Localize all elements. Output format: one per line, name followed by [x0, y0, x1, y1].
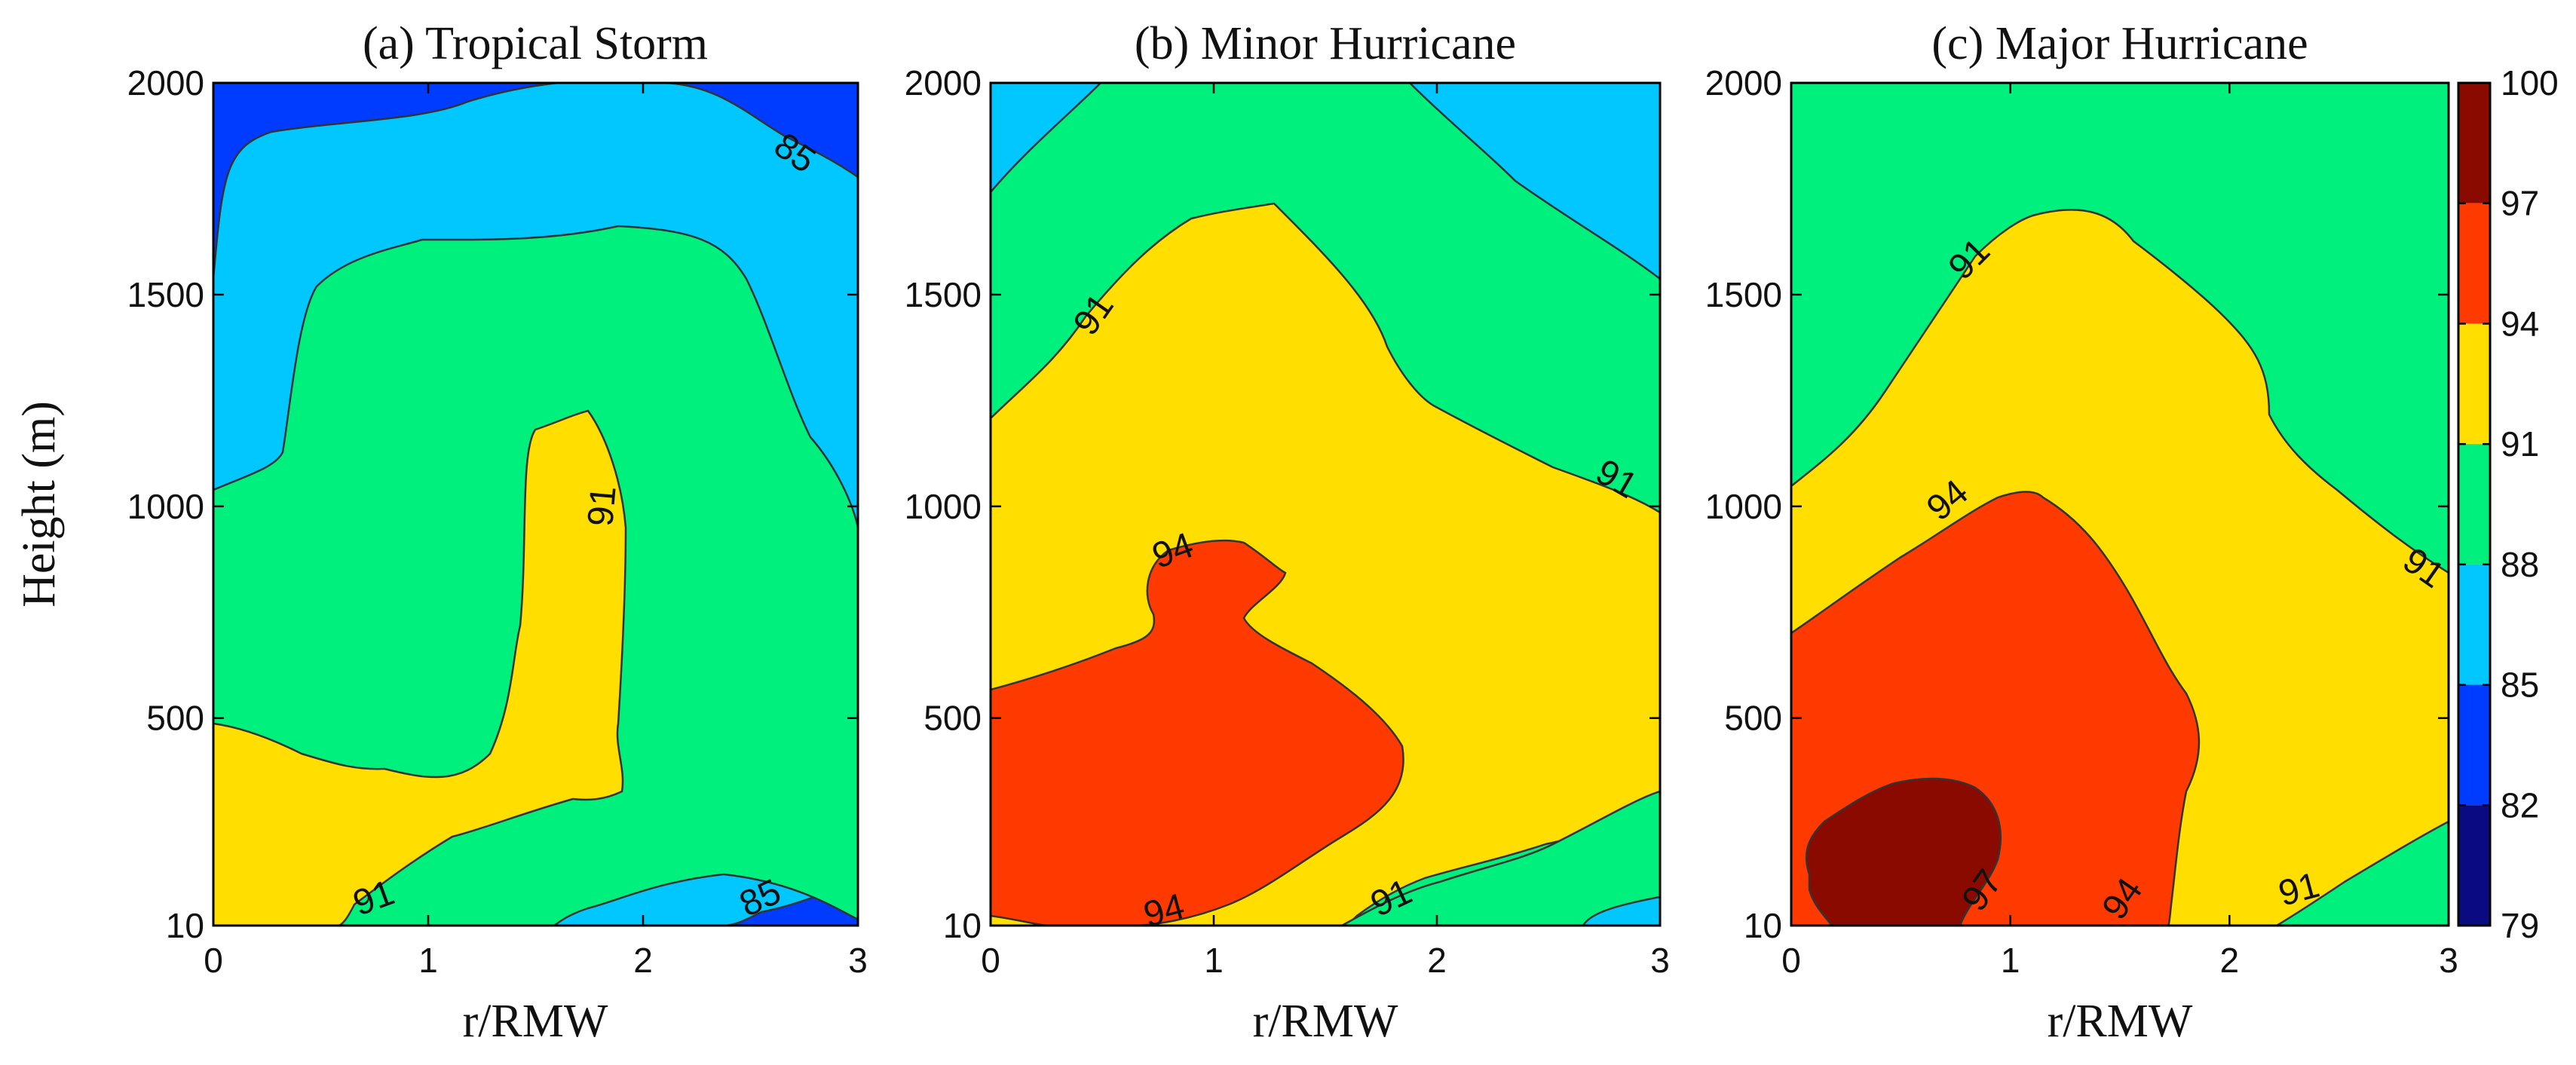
- y-tick-label: 1000: [127, 487, 204, 526]
- colorbar-level-82: [2458, 684, 2490, 806]
- colorbar-tick-label: 88: [2501, 545, 2539, 584]
- colorbar-tick-label: 100: [2501, 63, 2559, 103]
- x-tick-label: 2: [1427, 941, 1447, 980]
- y-tick-label: 500: [924, 699, 982, 738]
- title-a: (a) Tropical Storm: [363, 18, 708, 69]
- x-tick-label: 3: [848, 941, 868, 980]
- y-tick-label: 1500: [127, 275, 204, 314]
- title-b: (b) Minor Hurricane: [1135, 18, 1516, 69]
- colorbar-level-97: [2458, 83, 2490, 204]
- panel-b: (b) Minor Hurricane 0 1 2 3 10 500 1000 1500 20…: [905, 18, 1670, 1047]
- plot-frame-a: [212, 81, 859, 927]
- colorbar-level-88: [2458, 444, 2490, 565]
- y-tick-label: 2000: [127, 63, 204, 103]
- colorbar-frame: [2457, 81, 2492, 927]
- x-tick-label: 1: [1204, 941, 1224, 980]
- region-a-91: [213, 409, 627, 926]
- panel-a: (a) Tropical Storm Height (m) 0 1 2 3 10 500…: [14, 18, 868, 1047]
- y-tick-label: 1500: [1705, 275, 1782, 314]
- y-tick-label: 500: [146, 699, 204, 738]
- x-tick-label: 3: [1650, 941, 1670, 980]
- colorbar-tick-label: 97: [2501, 184, 2539, 223]
- x-axis-label-b: r/RMW: [1253, 996, 1398, 1047]
- y-tick-label: 10: [1744, 906, 1782, 945]
- x-tick-label: 0: [981, 941, 1000, 980]
- y-axis-label: Height (m): [14, 401, 65, 607]
- colorbar-tick-label: 79: [2501, 906, 2539, 945]
- x-tick-label: 2: [633, 941, 653, 980]
- y-tick-label: 500: [1724, 699, 1782, 738]
- contour-label: 91: [580, 485, 623, 528]
- x-axis-label-c: r/RMW: [2048, 996, 2193, 1047]
- region-c-88-bottom: [2274, 820, 2449, 926]
- panel-c: (c) Major Hurricane 0 1 2 3 10 500 1000 1500 20…: [1705, 18, 2458, 1047]
- colorbar-tick-label: 82: [2501, 785, 2539, 825]
- colorbar-level-91: [2458, 323, 2490, 445]
- plot-frame-b: [989, 81, 1662, 927]
- region-b-94: [991, 539, 1404, 926]
- y-tick-label: 1000: [1705, 487, 1782, 526]
- colorbar: 100 97 94 91 88 85 82 79: [2457, 63, 2559, 945]
- region-b-88-bottom: [1340, 790, 1660, 926]
- x-axis-label-a: r/RMW: [463, 996, 608, 1047]
- x-tick-label: 0: [204, 941, 223, 980]
- x-tick-label: 1: [2001, 941, 2020, 980]
- colorbar-level-79: [2458, 805, 2490, 926]
- y-tick-label: 2000: [905, 63, 982, 103]
- colorbar-tick-label: 91: [2501, 424, 2539, 464]
- colorbar-tick-label: 85: [2501, 666, 2539, 705]
- plot-frame-c: [1790, 81, 2450, 927]
- y-tick-label: 2000: [1705, 63, 1782, 103]
- colorbar-level-94: [2458, 203, 2490, 324]
- x-tick-label: 2: [2220, 941, 2240, 980]
- y-tick-label: 1000: [905, 487, 982, 526]
- y-tick-label: 10: [166, 906, 204, 945]
- colorbar-tick-label: 94: [2501, 304, 2539, 343]
- x-tick-label: 1: [418, 941, 438, 980]
- y-tick-label: 10: [943, 906, 982, 945]
- x-tick-label: 0: [1781, 941, 1801, 980]
- title-c: (c) Major Hurricane: [1931, 18, 2308, 69]
- colorbar-level-85: [2458, 564, 2490, 685]
- x-tick-label: 3: [2439, 941, 2458, 980]
- y-tick-label: 1500: [905, 275, 982, 314]
